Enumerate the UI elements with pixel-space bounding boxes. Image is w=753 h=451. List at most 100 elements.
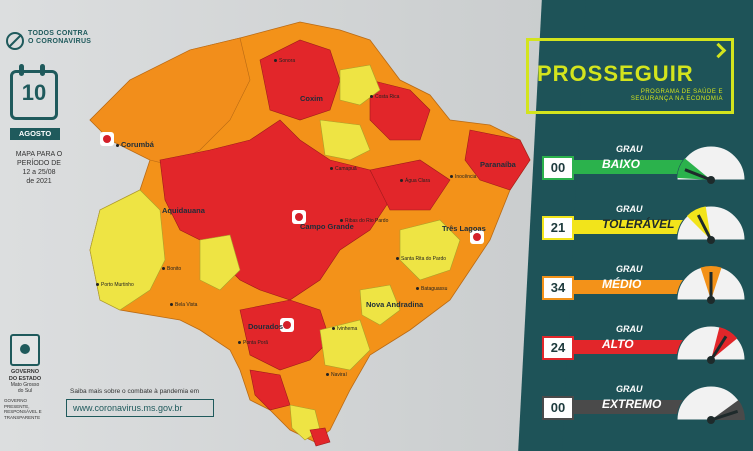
map-region-south-yellow (319, 319, 371, 371)
gauge-icon (676, 265, 746, 304)
government-logo: GOVERNO DO ESTADO Mato Grosso do Sul GOVER… (4, 334, 46, 420)
city-label-camapua: Camapuã (330, 166, 357, 172)
gov-slogan-2: PRESENTE, (4, 403, 30, 409)
legend-panel: PROSSEGUIR PROGRAMA DE SAÚDE E SEGURANÇA… (526, 0, 753, 451)
level-bar (572, 340, 692, 354)
gov-line4: do Sul (17, 388, 33, 394)
city-label-tres-lagoas: Três Lagoas (442, 224, 486, 233)
virus-marker-icon (292, 210, 306, 224)
map-period-line1: MAPA PARA O (15, 151, 63, 158)
map-region-east-red (369, 159, 451, 211)
level-name: BAIXO (602, 157, 641, 171)
map-region-ne-red (369, 79, 431, 141)
date-month: AGOSTO (10, 128, 60, 140)
city-label-paranaiba: Paranaíba (480, 160, 516, 169)
city-label-porto-murtinho: Porto Murtinho (96, 282, 134, 288)
level-grau-label: GRAU (616, 324, 643, 334)
map-region-far-south-red (249, 369, 291, 411)
level-count: 34 (542, 276, 574, 300)
level-count: 00 (542, 396, 574, 420)
level-bar (572, 220, 692, 234)
map-period-line2: PERÍODO DE (17, 160, 61, 167)
gauge-icon (676, 205, 746, 244)
level-bar (572, 280, 692, 294)
city-label-coxim: Coxim (300, 94, 323, 103)
level-grau-label: GRAU (616, 204, 643, 214)
map-period-text: MAPA PARA O PERÍODO DE 12 a 25/08 de 202… (4, 150, 74, 186)
program-box: PROSSEGUIR PROGRAMA DE SAÚDE E SEGURANÇA… (526, 38, 734, 114)
date-day: 10 (21, 80, 47, 105)
city-label-ponta-pora: Ponta Porã (238, 340, 268, 346)
city-label-inocencia: Inocência (450, 174, 476, 180)
program-subtitle-line2: SEGURANÇA NA ECONOMIA (630, 96, 723, 102)
city-label-aquidauana: Aquidauana (162, 206, 205, 215)
map-region-tip-red (309, 427, 331, 447)
city-label-sonora: Sonora (274, 58, 295, 64)
level-row: 21 GRAU TOLERÁVEL (542, 204, 752, 246)
map-region-north-red (259, 39, 341, 121)
state-crest-icon (10, 334, 40, 366)
program-subtitle: PROGRAMA DE SAÚDE E SEGURANÇA NA ECONOMI… (631, 89, 723, 103)
level-count: 21 (542, 216, 574, 240)
program-title: PROSSEGUIR (537, 61, 694, 86)
level-name: MÉDIO (602, 277, 642, 291)
map-period-line3: 12 a 25/08 (22, 169, 56, 176)
level-grau-label: GRAU (616, 144, 643, 154)
todos-contra-coronavirus-logo: TODOS CONTRA O CORONAVIRUS (6, 30, 96, 52)
gov-slogan-4: TRANSPARENTE (4, 414, 41, 420)
city-label-santa-rita: Santa Rita do Pardo (396, 256, 446, 262)
map-region-west-yellow (199, 234, 241, 291)
gov-line2: DO ESTADO (8, 375, 42, 382)
city-label-nova-andradina: Nova Andradina (366, 300, 424, 309)
city-label-corumba: Corumbá (116, 140, 154, 149)
gov-line1: GOVERNO (10, 369, 40, 375)
gauge-icon (676, 385, 746, 424)
state-risk-map: Corumbá Campo Grande Três Lagoas Aquidau… (70, 10, 550, 450)
map-period-line4: de 2021 (26, 178, 52, 185)
map-region-sw-yellow (89, 189, 166, 311)
map-region-north-yellow (319, 119, 371, 161)
level-bar (572, 400, 692, 414)
gauge-icon (676, 325, 746, 364)
map-region-ne-red2 (464, 129, 531, 191)
level-bar (572, 160, 692, 174)
level-count: 24 (542, 336, 574, 360)
level-grau-label: GRAU (616, 384, 643, 394)
level-name: ALTO (602, 337, 634, 351)
city-label-navirai: Naviraí (326, 372, 347, 378)
gov-slogan-3: RESPONSÁVEL E (4, 409, 42, 414)
program-subtitle-line1: PROGRAMA DE SAÚDE E (640, 89, 723, 95)
city-label-bonito: Bonito (162, 266, 181, 272)
no-virus-icon (6, 32, 24, 50)
city-label-costa-rica: Costa Rica (370, 94, 399, 100)
map-regions (89, 21, 531, 447)
level-row: 34 GRAU MÉDIO (542, 264, 752, 306)
map-region-east-yellow (399, 219, 461, 281)
city-label-agua-clara: Água Clara (400, 178, 430, 184)
city-label-ivinhema: Ivinhema (332, 326, 357, 332)
brand-line1: TODOS CONTRA (28, 30, 89, 37)
city-label-bataguassu: Bataguassu (416, 286, 447, 292)
map-region-se-yellow (359, 284, 401, 326)
gov-slogan-1: GOVERNO (4, 398, 28, 403)
gauge-icon (676, 145, 746, 184)
brand-line2: O CORONAVIRUS (28, 38, 92, 45)
calendar-icon: 10 (10, 64, 58, 120)
website-link[interactable]: www.coronavirus.ms.gov.br (66, 399, 214, 417)
virus-marker-icon (100, 132, 114, 146)
map-region-west (89, 37, 251, 166)
level-name: TOLERÁVEL (602, 217, 675, 231)
city-label-bela-vista: Bela Vista (170, 302, 197, 308)
chevron-right-icon (711, 43, 727, 59)
level-count: 00 (542, 156, 574, 180)
map-region-south-red (239, 299, 331, 371)
city-label-campo-grande: Campo Grande (300, 222, 354, 231)
city-label-dourados: Dourados (248, 322, 284, 331)
level-row: 00 GRAU EXTREMO (542, 384, 752, 426)
level-name: EXTREMO (602, 397, 662, 411)
virus-marker-icon (470, 230, 484, 244)
more-info-text: Saiba mais sobre o combate à pandemia em (70, 388, 199, 395)
gov-line3: Mato Grosso (10, 382, 40, 388)
city-label-ribas: Ribas do Rio Pardo (340, 218, 388, 224)
level-grau-label: GRAU (616, 264, 643, 274)
